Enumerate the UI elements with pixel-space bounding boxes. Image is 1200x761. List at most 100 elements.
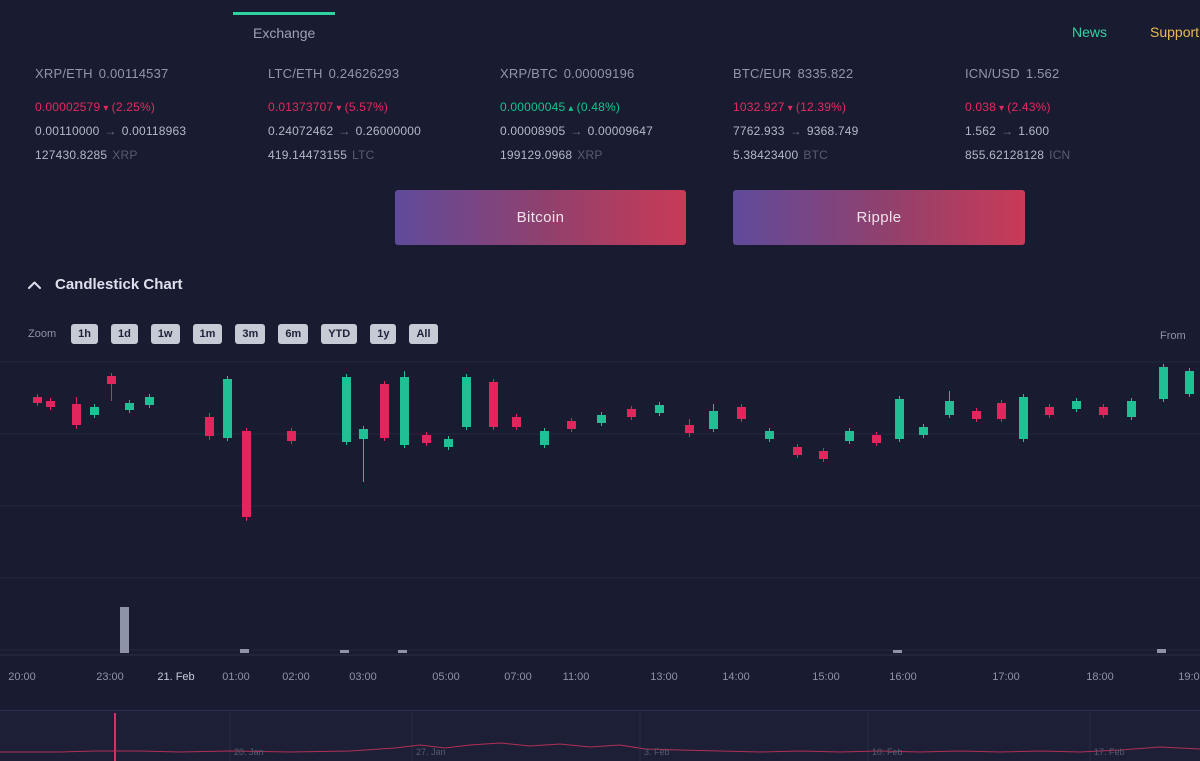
zoom-buttons: 1h 1d 1w 1m 3m 6m YTD 1y All <box>71 324 438 344</box>
ticker-change: 0.038 ▾ (2.43%) <box>965 100 1193 114</box>
change-percent: (12.39%) <box>795 100 847 114</box>
candle-up <box>709 411 718 429</box>
candle-down <box>422 435 431 443</box>
range-arrow-icon: → <box>570 124 583 138</box>
candle-down <box>242 431 251 517</box>
candle-down <box>72 404 81 425</box>
ticker-ltc-eth[interactable]: LTC/ETH 0.24626293 0.01373707 ▾ (5.57%) 0.2… <box>268 66 496 162</box>
navigator-date-label: 27. Jan <box>416 747 446 757</box>
x-axis-label: 23:00 <box>96 671 124 683</box>
candle-down <box>737 407 746 419</box>
collapse-chevron-up-icon[interactable] <box>28 281 41 289</box>
zoom-range-button-1d[interactable]: 1d <box>110 324 138 344</box>
candle-up <box>845 431 854 441</box>
candle-up <box>462 377 471 427</box>
change-value: 0.00000045 <box>500 100 566 114</box>
ticker-volume: 5.38423400 BTC <box>733 148 961 162</box>
ticker-icn-usd[interactable]: ICN/USD 1.562 0.038 ▾ (2.43%) 1.562 → 1.600 8… <box>965 66 1193 162</box>
range-high: 0.00118963 <box>121 124 187 138</box>
x-axis-label: 18:00 <box>1086 671 1114 683</box>
candle-down <box>567 421 576 429</box>
range-low: 1.562 <box>965 124 997 138</box>
nav-link-news[interactable]: News <box>1072 24 1108 40</box>
x-axis-label: 17:00 <box>992 671 1020 683</box>
ticker-price: 0.24626293 <box>328 66 400 81</box>
ticker-pair-price: BTC/EUR 8335.822 <box>733 66 961 81</box>
tab-exchange[interactable]: Exchange <box>233 12 336 41</box>
candle-up <box>655 405 664 413</box>
ticker-pair: LTC/ETH <box>268 66 323 81</box>
ticker-pair: XRP/BTC <box>500 66 558 81</box>
candle-up <box>125 403 134 410</box>
zoom-label: Zoom <box>28 328 57 340</box>
x-axis-label: 21. Feb <box>157 671 194 683</box>
x-axis-label: 13:00 <box>650 671 678 683</box>
zoom-range-button-1y[interactable]: 1y <box>370 324 397 344</box>
bitcoin-button[interactable]: Bitcoin <box>395 190 686 245</box>
ticker-range: 1.562 → 1.600 <box>965 124 1193 138</box>
ticker-btc-eur[interactable]: BTC/EUR 8335.822 1032.927 ▾ (12.39%) 7762.9… <box>733 66 961 162</box>
tab-exchange-label: Exchange <box>253 25 316 41</box>
candlestick-chart-svg[interactable]: 20:00 23:00 21. Feb 01:00 02:00 03:00 05:00 07:… <box>0 355 1200 700</box>
zoom-range-button-1w[interactable]: 1w <box>150 324 180 344</box>
range-low: 0.00110000 <box>35 124 100 138</box>
zoom-range-button-1h[interactable]: 1h <box>71 324 98 344</box>
x-axis-label: 03:00 <box>349 671 377 683</box>
ticker-xrp-eth[interactable]: XRP/ETH 0.00114537 0.00002579 ▾ (2.25%) 0.0… <box>35 66 263 162</box>
candle-up <box>1185 371 1194 394</box>
ripple-button[interactable]: Ripple <box>733 190 1025 245</box>
candle-up <box>919 427 928 435</box>
zoom-range-button-6m[interactable]: 6m <box>278 324 309 344</box>
navigator-date-label: 10. Feb <box>872 747 903 757</box>
ticker-pair: XRP/ETH <box>35 66 93 81</box>
change-percent: (5.57%) <box>344 100 389 114</box>
candlestick-section-header: Candlestick Chart <box>28 276 183 293</box>
candle-up <box>895 399 904 439</box>
zoom-range-button-3m[interactable]: 3m <box>235 324 266 344</box>
ticker-price: 0.00009196 <box>563 66 635 81</box>
candle-up <box>400 377 409 445</box>
candle-down <box>997 403 1006 419</box>
ticker-change: 0.01373707 ▾ (5.57%) <box>268 100 496 114</box>
volume-unit: XRP <box>112 148 138 162</box>
candle-down <box>287 431 296 441</box>
zoom-range-button-1m[interactable]: 1m <box>192 324 223 344</box>
ticker-range: 0.00110000 → 0.00118963 <box>35 124 263 138</box>
ticker-change: 0.00000045 ▴ (0.48%) <box>500 100 728 114</box>
candle-down <box>872 435 881 443</box>
candle-up <box>1159 367 1168 399</box>
top-nav: Exchange News Support <box>0 0 1200 52</box>
zoom-range-button-all[interactable]: All <box>409 324 438 344</box>
range-arrow-icon: → <box>104 124 117 138</box>
range-low: 7762.933 <box>733 124 785 138</box>
candle-down <box>627 409 636 417</box>
zoom-range-button-ytd[interactable]: YTD <box>321 324 358 344</box>
ticker-range: 7762.933 → 9368.749 <box>733 124 961 138</box>
volume-bar <box>120 607 129 653</box>
volume-value: 855.62128128 <box>965 148 1045 162</box>
ticker-pair: ICN/USD <box>965 66 1020 81</box>
range-high: 0.00009647 <box>587 124 654 138</box>
chart-navigator[interactable]: 20. Jan 27. Jan 3. Feb 10. Feb 17. Feb <box>0 710 1200 761</box>
ticker-price: 8335.822 <box>797 66 854 81</box>
candle-up <box>90 407 99 415</box>
ticker-volume: 127430.8285 XRP <box>35 148 263 162</box>
candle-down <box>107 376 116 384</box>
trend-arrow-icon: ▴ <box>568 103 574 114</box>
volume-bar <box>340 650 349 653</box>
ticker-volume: 419.14473155 LTC <box>268 148 496 162</box>
candle-up <box>945 401 954 415</box>
volume-unit: ICN <box>1049 148 1071 162</box>
ticker-xrp-btc[interactable]: XRP/BTC 0.00009196 0.00000045 ▴ (0.48%) 0.0… <box>500 66 728 162</box>
ticker-price: 1.562 <box>1025 66 1060 81</box>
volume-value: 5.38423400 <box>733 148 799 162</box>
from-label: From <box>1160 330 1186 342</box>
ticker-pair: BTC/EUR <box>733 66 792 81</box>
candle-down <box>46 401 55 407</box>
candle-down <box>512 417 521 427</box>
x-axis-label: 05:00 <box>432 671 460 683</box>
volume-unit: XRP <box>577 148 603 162</box>
ticker-volume: 199129.0968 XRP <box>500 148 728 162</box>
nav-link-support[interactable]: Support <box>1150 24 1200 40</box>
ticker-range: 0.00008905 → 0.00009647 <box>500 124 728 138</box>
